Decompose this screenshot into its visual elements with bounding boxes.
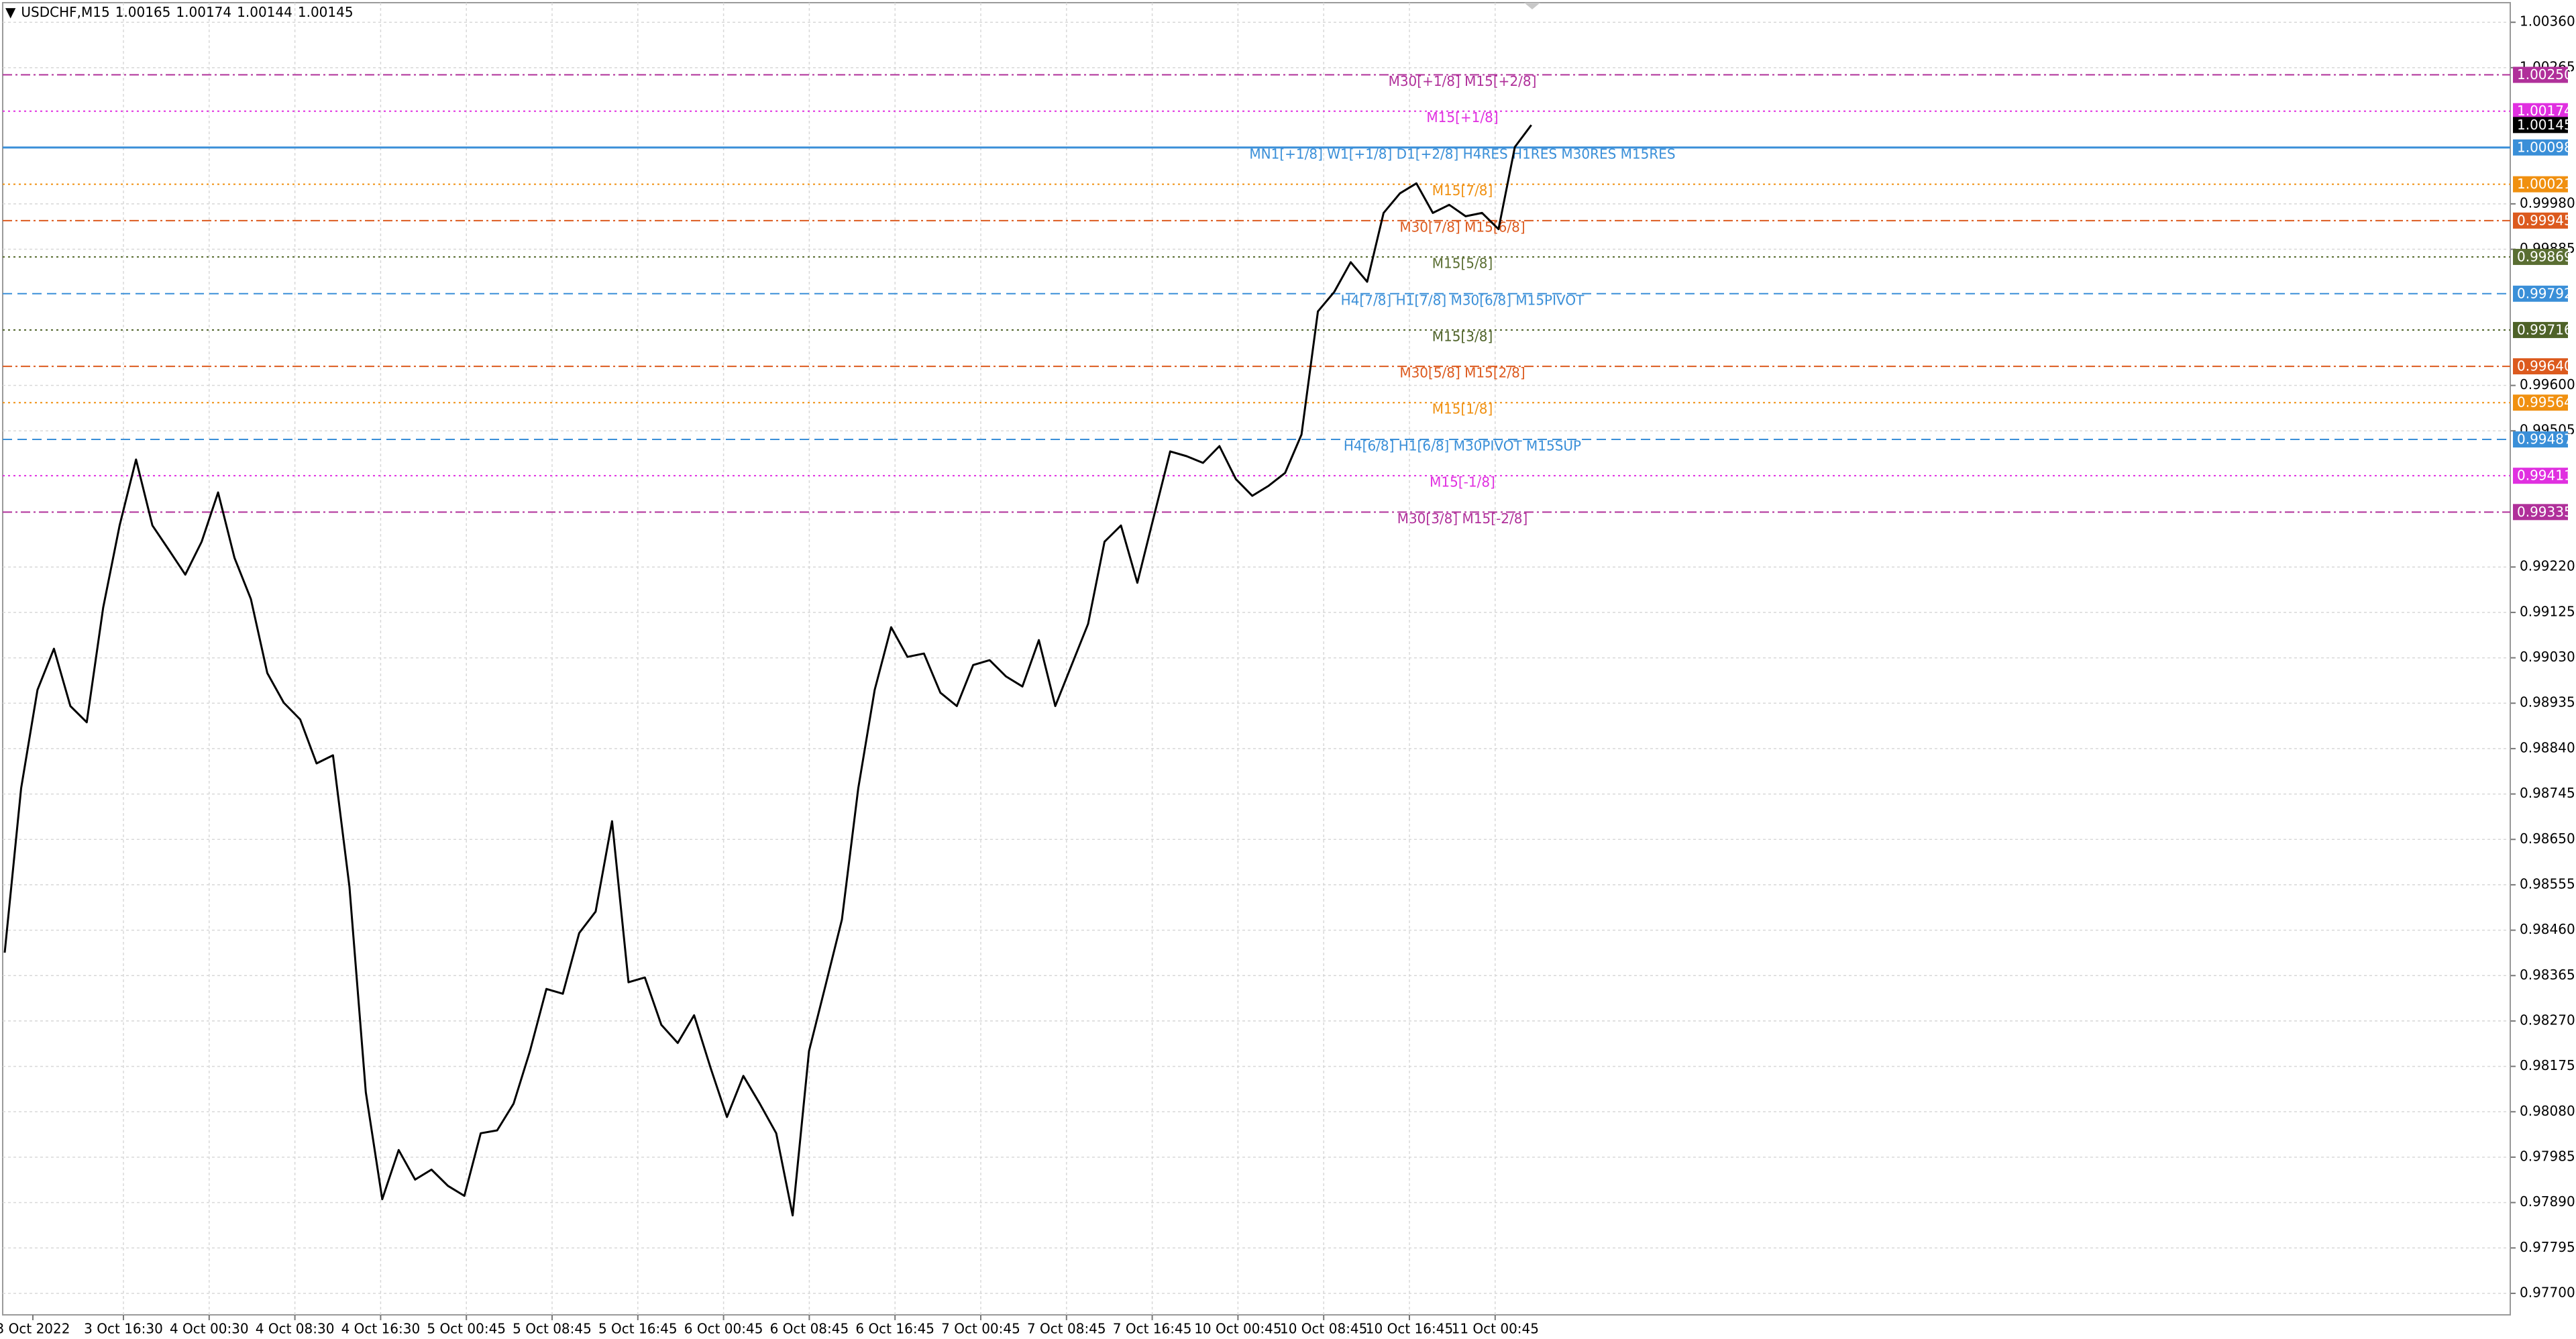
x-tick-label: 6 Oct 08:45 xyxy=(770,1321,849,1337)
ohlc-close: 1.00145 xyxy=(297,4,354,20)
x-tick-label: 6 Oct 00:45 xyxy=(684,1321,763,1337)
y-tick-label: 0.98460 xyxy=(2520,921,2575,937)
x-tick-label: 11 Oct 00:45 xyxy=(1452,1321,1539,1337)
y-tick-label: 0.98840 xyxy=(2520,739,2575,755)
ohlc-high: 1.00174 xyxy=(176,4,232,20)
level-label: M15[5/8] xyxy=(1432,255,1493,271)
x-tick-label: 4 Oct 00:30 xyxy=(170,1321,249,1337)
x-tick-label: 4 Oct 16:30 xyxy=(341,1321,421,1337)
level-tag xyxy=(2513,176,2568,193)
y-tick-label: 0.98650 xyxy=(2520,831,2575,847)
y-tick-label: 0.98935 xyxy=(2520,694,2575,710)
x-tick-label: 5 Oct 16:45 xyxy=(598,1321,678,1337)
y-tick-label: 0.98555 xyxy=(2520,875,2575,892)
menu-arrow: ▼ xyxy=(5,4,16,20)
level-tag-label: 0.99869 xyxy=(2517,248,2573,264)
x-tick-label: 3 Oct 16:30 xyxy=(84,1321,163,1337)
y-tick-label: 0.99980 xyxy=(2520,195,2575,211)
level-label: M30[7/8] M15[6/8] xyxy=(1399,219,1525,235)
x-tick-label: 4 Oct 08:30 xyxy=(256,1321,335,1337)
level-label: M30[5/8] M15[2/8] xyxy=(1399,365,1525,381)
level-tag xyxy=(2513,321,2568,338)
level-tag-label: 0.99487 xyxy=(2517,431,2573,447)
level-label: M15[+1/8] xyxy=(1426,109,1498,125)
level-tag xyxy=(2513,103,2568,119)
ohlc-low: 1.00144 xyxy=(237,4,292,20)
y-tick-label: 0.98745 xyxy=(2520,785,2575,801)
level-tag-label: 0.99564 xyxy=(2517,394,2573,411)
symbol: USDCHF,M15 xyxy=(21,4,110,20)
level-label: H4[7/8] H1[7/8] M30[6/8] M15PIVOT xyxy=(1341,292,1585,308)
level-tag-label: 1.00174 xyxy=(2517,103,2573,119)
x-tick-label: 3 Oct 2022 xyxy=(0,1321,70,1337)
level-tag-label: 0.99411 xyxy=(2517,468,2573,484)
level-tag xyxy=(2513,139,2568,156)
y-tick-label: 0.99125 xyxy=(2520,603,2575,619)
x-tick-label: 5 Oct 00:45 xyxy=(427,1321,506,1337)
level-tag xyxy=(2513,66,2568,83)
y-tick-label: 1.00360 xyxy=(2520,13,2575,30)
current-price-tag xyxy=(2513,117,2568,133)
y-tick-label: 0.97700 xyxy=(2520,1284,2575,1300)
level-tag-label: 1.00250 xyxy=(2517,66,2573,83)
level-label: M15[7/8] xyxy=(1432,182,1493,199)
x-tick-label: 7 Oct 16:45 xyxy=(1113,1321,1192,1337)
level-tag xyxy=(2513,504,2568,521)
level-tag-label: 0.99640 xyxy=(2517,358,2573,374)
y-tick-label: 0.98175 xyxy=(2520,1057,2575,1073)
current-price-label: 1.00145 xyxy=(2517,117,2573,133)
level-tag xyxy=(2513,212,2568,229)
level-label: M30[+1/8] M15[+2/8] xyxy=(1389,73,1537,89)
level-label: MN1[+1/8] W1[+1/8] D1[+2/8] H4RES H1RES … xyxy=(1249,146,1675,162)
x-tick-label: 5 Oct 08:45 xyxy=(513,1321,592,1337)
level-label: H4[6/8] H1[6/8] M30PIVOT M15SUP xyxy=(1344,438,1581,454)
level-tag-label: 0.99335 xyxy=(2517,504,2573,520)
x-tick-label: 7 Oct 08:45 xyxy=(1027,1321,1106,1337)
price-line xyxy=(3,124,1532,1217)
level-tag-label: 0.99716 xyxy=(2517,321,2573,337)
y-tick-label: 0.97985 xyxy=(2520,1148,2575,1164)
level-tag xyxy=(2513,285,2568,302)
y-tick-label: 0.99600 xyxy=(2520,376,2575,392)
ohlc-open: 1.00165 xyxy=(115,4,171,20)
level-tag xyxy=(2513,358,2568,375)
y-tick-label: 0.99030 xyxy=(2520,649,2575,665)
y-tick-label: 0.98365 xyxy=(2520,967,2575,983)
y-tick-label: 0.98270 xyxy=(2520,1012,2575,1028)
level-tag xyxy=(2513,248,2568,265)
plot-frame xyxy=(2,2,2511,1316)
level-tag xyxy=(2513,394,2568,411)
level-label: M15[1/8] xyxy=(1432,401,1493,417)
x-tick-label: 10 Oct 08:45 xyxy=(1280,1321,1367,1337)
y-tick-label: 0.97890 xyxy=(2520,1193,2575,1210)
level-label: M15[-1/8] xyxy=(1430,474,1495,490)
y-tick-label: 0.97795 xyxy=(2520,1239,2575,1255)
y-tick-label: 0.98080 xyxy=(2520,1103,2575,1119)
level-label: M30[3/8] M15[-2/8] xyxy=(1397,511,1528,527)
level-tag-label: 1.00021 xyxy=(2517,176,2573,192)
level-tag xyxy=(2513,468,2568,484)
y-tick-label: 0.99220 xyxy=(2520,558,2575,574)
level-tag xyxy=(2513,431,2568,448)
chart-header: ▼ USDCHF,M15 1.00165 1.00174 1.00144 1.00145 xyxy=(5,4,359,20)
x-tick-label: 10 Oct 00:45 xyxy=(1194,1321,1281,1337)
level-tag-label: 0.99945 xyxy=(2517,212,2573,228)
x-tick-label: 10 Oct 16:45 xyxy=(1366,1321,1453,1337)
x-tick-label: 7 Oct 00:45 xyxy=(941,1321,1020,1337)
level-tag-label: 0.99792 xyxy=(2517,285,2573,301)
level-label: M15[3/8] xyxy=(1432,328,1493,344)
level-tag-label: 1.00098 xyxy=(2517,139,2573,155)
shift-marker xyxy=(1524,3,1540,9)
x-tick-label: 6 Oct 16:45 xyxy=(855,1321,934,1337)
